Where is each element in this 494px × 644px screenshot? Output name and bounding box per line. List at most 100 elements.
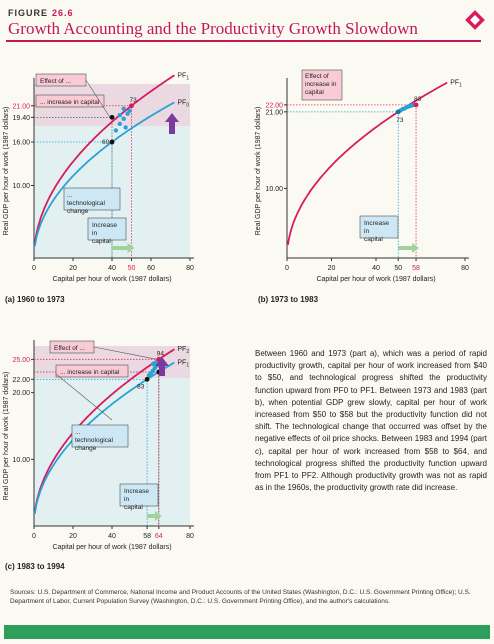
x-tick-label: 20 (69, 265, 77, 272)
effect-label: Effect of ... (54, 345, 85, 352)
explanation-paragraph: Between 1960 and 1973 (part a), which wa… (255, 349, 487, 493)
y-tick-label: 21.00 (12, 103, 30, 110)
data-dot (121, 106, 126, 111)
point-marker (413, 102, 419, 108)
effect-label-box (301, 69, 343, 101)
x-tick-label: 20 (328, 265, 336, 272)
curve-pf1 (33, 361, 175, 514)
sources-note: Sources: U.S. Department of Commerce, Na… (10, 589, 471, 605)
tech-shift-arrow-head (155, 357, 169, 366)
y-axis-label: Real GDP per hour of work (1987 dollars) (3, 372, 10, 501)
caption-a: (a) 1960 to 1973 (5, 295, 65, 304)
y-tick-label: 10.00 (12, 183, 30, 190)
y-tick-label: 22.00 (12, 377, 30, 384)
point-marker (109, 139, 115, 145)
point-label: 83 (414, 96, 422, 103)
increase-capital-box (55, 364, 129, 378)
series-label-pf1: PF1 (177, 360, 189, 369)
x-axis-label: Capital per hour of work (1987 dollars) (52, 276, 171, 283)
x-tick-label: 58 (143, 533, 151, 540)
x-tick-label: 20 (69, 533, 77, 540)
caption-c: (c) 1983 to 1994 (5, 562, 65, 571)
tech-shift-arrow-shaft (169, 122, 175, 134)
point-marker (144, 376, 150, 382)
x-tick-label: 40 (372, 265, 380, 272)
curve-pf1 (33, 74, 175, 245)
point-marker (109, 114, 115, 120)
tech-shift-arrow-shaft (159, 366, 165, 376)
title-rule (6, 40, 481, 42)
point-label: 73 (130, 97, 138, 104)
increase-in-capital-label: Increase in capital (92, 222, 117, 245)
increase-capital-label: ... increase in capital (40, 99, 100, 106)
x-tick-label: 0 (285, 265, 289, 272)
increase-capital-box (35, 94, 105, 108)
y-tick-label: 21.00 (265, 109, 283, 116)
increase-capital-label: ... increase in capital (60, 369, 120, 376)
data-dot (150, 361, 156, 367)
series-label-pf0: PF0 (177, 99, 189, 108)
x-tick-label: 40 (108, 265, 116, 272)
x-tick-label: 0 (32, 265, 36, 272)
figure-label: FIGURE 26.6 (8, 8, 74, 18)
x-tick-label: 40 (108, 533, 116, 540)
series-label-pf1: PF1 (450, 80, 462, 89)
page-title: Growth Accounting and the Productivity G… (8, 19, 418, 38)
x-tick-label: 64 (155, 533, 163, 540)
increase-in-capital-label: Increase in capital (364, 220, 389, 243)
tech-shift-arrow-head (165, 113, 179, 122)
series-label-pf1: PF1 (177, 72, 189, 81)
y-tick-label: 19.40 (12, 115, 30, 122)
chart-a-1960-1973: 0 20 40 50 60 80 10.00 16.00 19.40 21.00 Capital p… (3, 72, 194, 283)
curve-pf0 (33, 101, 175, 247)
point-marker (129, 103, 134, 109)
capital-arrow-head (412, 243, 420, 253)
point-label: 94 (157, 350, 165, 357)
effect-pointer (93, 346, 157, 360)
point-label: 73 (396, 117, 404, 124)
diamond-icon (465, 10, 485, 30)
y-tick-label: 25.00 (12, 357, 30, 364)
increase-in-capital-label: Increase in capital (124, 488, 149, 511)
tech-change-box (71, 424, 129, 448)
x-axis-label: Capital per hour of work (1987 dollars) (316, 276, 435, 283)
data-dot (117, 121, 123, 127)
y-tick-label: 10.00 (265, 186, 283, 193)
x-tick-label: 50 (128, 265, 136, 272)
curve-pf1 (287, 81, 448, 246)
increase-in-capital-box (359, 215, 399, 239)
increase-in-capital-box (87, 217, 127, 241)
caption-b: (b) 1973 to 1983 (258, 295, 319, 304)
x-tick-label: 80 (186, 265, 194, 272)
effect-label: Effect of ... (40, 78, 71, 85)
y-axis-label: Real GDP per hour of work (1987 dollars) (255, 107, 262, 236)
x-tick-label: 58 (412, 265, 420, 272)
x-tick-label: 60 (147, 265, 155, 272)
tech-change-box (63, 187, 121, 211)
figure-number: 26.6 (52, 8, 74, 18)
chart-c-1983-1994: 0 20 40 58 64 80 10.00 20.00 22.00 25.00 Capital p… (3, 340, 194, 551)
guide-line (34, 378, 148, 526)
y-tick-label: 10.00 (12, 457, 30, 464)
data-dot (127, 108, 132, 114)
data-dot (121, 116, 126, 121)
capital-arrow-head (154, 511, 162, 521)
increase-in-capital-box (119, 483, 159, 507)
effect-label: Effect of increase in capital (305, 73, 337, 96)
tech-change-label: ... technological change (67, 192, 105, 215)
point-label: 83 (137, 383, 145, 390)
series-label-pf2: PF2 (177, 346, 189, 355)
data-dot (123, 125, 128, 130)
tech-change-label: ... technological change (75, 429, 113, 452)
y-axis-label: Real GDP per hour of work (1987 dollars) (3, 107, 10, 236)
x-tick-label: 80 (186, 533, 194, 540)
effect-pointer (85, 79, 111, 118)
data-dot (117, 112, 123, 118)
data-dot (113, 128, 119, 133)
x-tick-label: 0 (32, 533, 36, 540)
tech-pointer (55, 373, 113, 421)
capital-arrow-head (127, 243, 135, 253)
x-axis-label: Capital per hour of work (1987 dollars) (52, 544, 171, 551)
x-tick-label: 50 (394, 265, 402, 272)
